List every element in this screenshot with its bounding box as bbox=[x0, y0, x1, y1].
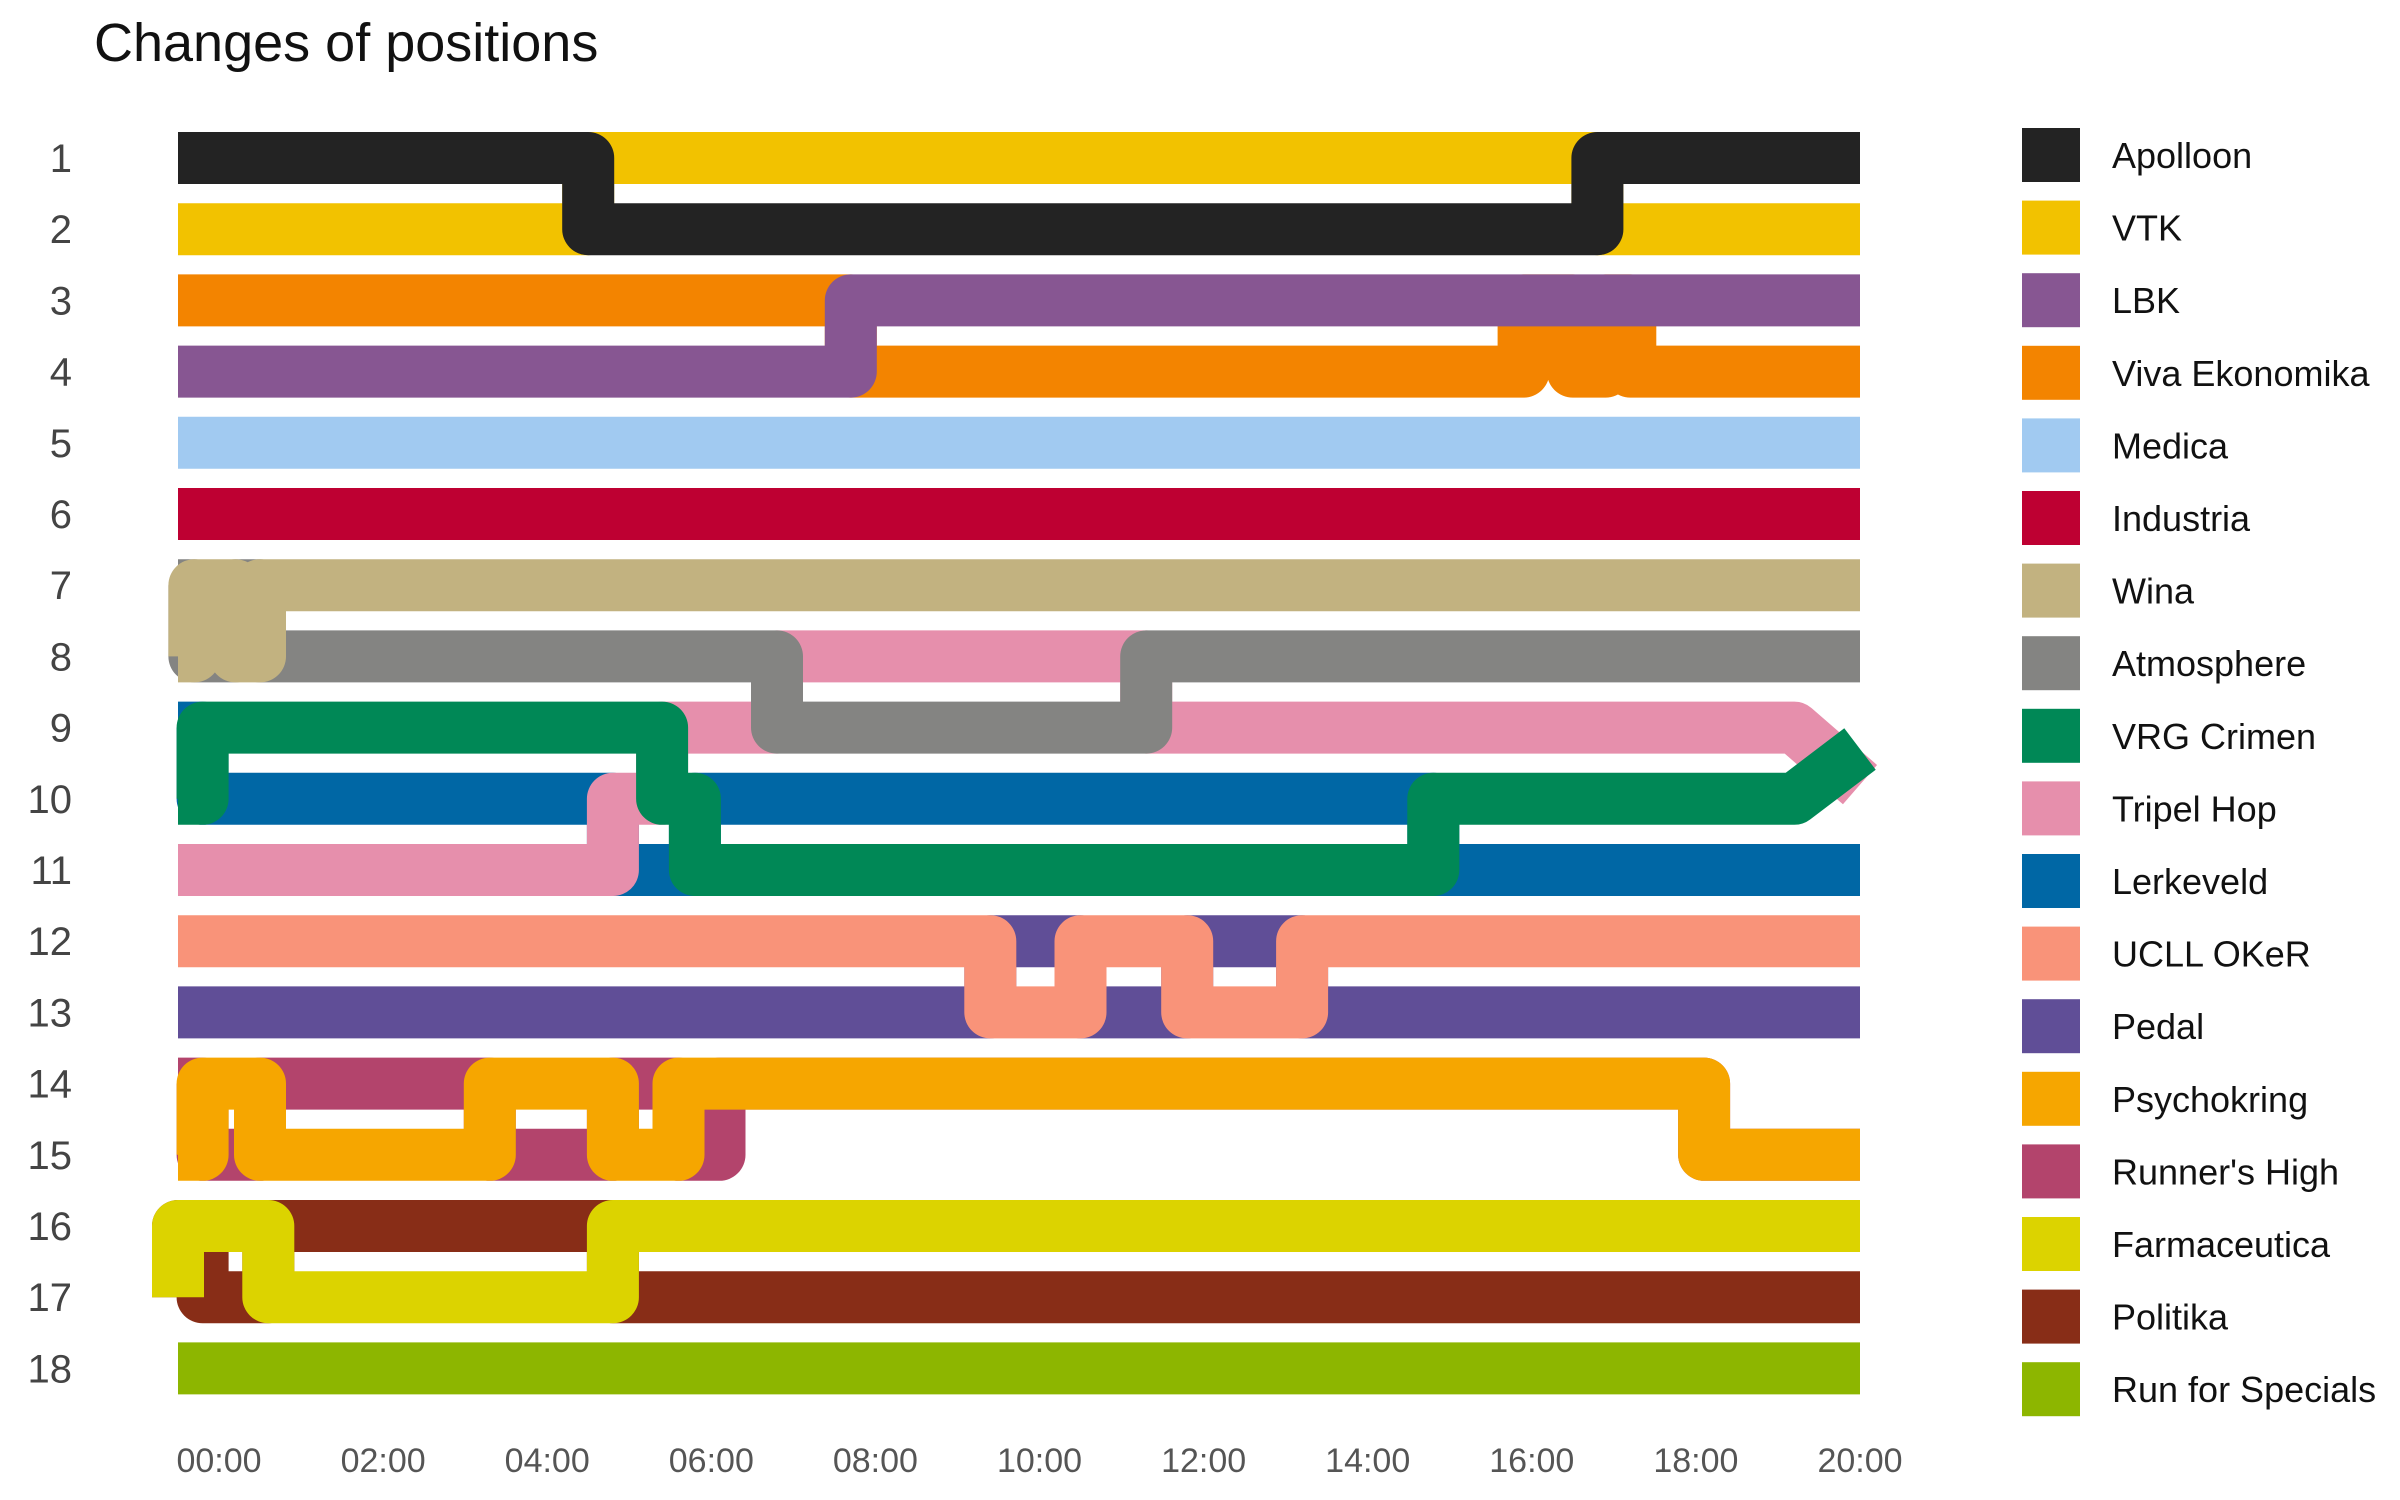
legend-swatch-wina bbox=[2022, 563, 2080, 618]
legend-label-vtk: VTK bbox=[2112, 208, 2182, 249]
series-line-vtk bbox=[178, 132, 1860, 256]
legend-label-tripel-hop: Tripel Hop bbox=[2112, 788, 2277, 829]
legend-swatch-ucll-oker bbox=[2022, 926, 2080, 981]
legend-label-lbk: LBK bbox=[2112, 280, 2180, 321]
y-tick-label: 18 bbox=[28, 1347, 73, 1391]
x-tick-label: 06:00 bbox=[669, 1442, 754, 1480]
x-tick-label: 02:00 bbox=[341, 1442, 426, 1480]
y-tick-label: 13 bbox=[28, 991, 73, 1035]
series-line-psychokring bbox=[176, 1057, 1860, 1181]
legend-label-runner-s-high: Runner's High bbox=[2112, 1151, 2339, 1192]
legend-label-lerkeveld: Lerkeveld bbox=[2112, 861, 2268, 902]
x-tick-label: 14:00 bbox=[1325, 1442, 1410, 1480]
series-line-apolloon bbox=[178, 132, 1860, 256]
series-line-ucll-oker bbox=[178, 915, 1860, 1039]
x-tick-label: 10:00 bbox=[997, 1442, 1082, 1480]
y-tick-label: 3 bbox=[50, 279, 72, 323]
y-tick-label: 6 bbox=[50, 493, 72, 537]
legend-swatch-medica bbox=[2022, 418, 2080, 473]
x-axis: 00:00 02:00 04:00 06:00 08:00 10:00 12:00 14:00… bbox=[176, 1442, 1902, 1480]
legend-label-pedal: Pedal bbox=[2112, 1006, 2204, 1047]
x-tick-label: 04:00 bbox=[505, 1442, 590, 1480]
y-tick-label: 5 bbox=[50, 422, 72, 466]
chart-title: Changes of positions bbox=[94, 13, 599, 73]
x-tick-label: 12:00 bbox=[1161, 1442, 1246, 1480]
legend-swatch-vtk bbox=[2022, 200, 2080, 255]
legend-swatch-lbk bbox=[2022, 273, 2080, 328]
x-tick-label: 16:00 bbox=[1489, 1442, 1574, 1480]
x-tick-label: 08:00 bbox=[833, 1442, 918, 1480]
legend-label-psychokring: Psychokring bbox=[2112, 1079, 2308, 1120]
y-tick-label: 1 bbox=[50, 137, 72, 181]
legend-swatch-runner-s-high bbox=[2022, 1144, 2080, 1199]
legend-swatch-tripel-hop bbox=[2022, 781, 2080, 836]
y-tick-label: 10 bbox=[28, 778, 73, 822]
legend-label-industria: Industria bbox=[2112, 498, 2251, 539]
legend-swatch-lerkeveld bbox=[2022, 854, 2080, 908]
series-line-tripel-hop bbox=[178, 630, 1878, 896]
legend-swatch-viva-ekonomika bbox=[2022, 345, 2080, 400]
y-tick-label: 4 bbox=[50, 351, 72, 395]
legend-swatch-run-for-specials bbox=[2022, 1362, 2080, 1417]
legend-swatch-farmaceutica bbox=[2022, 1217, 2080, 1271]
series-line-wina bbox=[168, 559, 1860, 683]
legend-label-atmosphere: Atmosphere bbox=[2112, 643, 2306, 684]
y-tick-label: 9 bbox=[50, 707, 72, 751]
y-tick-label: 17 bbox=[28, 1276, 73, 1320]
legend-swatch-industria bbox=[2022, 491, 2080, 545]
legend-label-wina: Wina bbox=[2112, 571, 2195, 612]
legend-swatch-vrg-crimen bbox=[2022, 708, 2080, 763]
y-tick-label: 12 bbox=[28, 920, 73, 964]
series-line-lbk bbox=[178, 274, 1860, 398]
legend-swatch-psychokring bbox=[2022, 1071, 2080, 1126]
legend-swatch-apolloon bbox=[2022, 128, 2080, 182]
plot-series bbox=[152, 132, 1878, 1395]
y-tick-label: 8 bbox=[50, 635, 72, 679]
y-tick-label: 15 bbox=[28, 1134, 73, 1178]
legend-label-politika: Politika bbox=[2112, 1297, 2229, 1338]
legend-label-medica: Medica bbox=[2112, 425, 2229, 466]
legend-label-vrg-crimen: VRG Crimen bbox=[2112, 716, 2316, 757]
legend: Apolloon VTK LBK Viva Ekonomika Medica Indust… bbox=[2022, 128, 2376, 1417]
legend-label-ucll-oker: UCLL OKeR bbox=[2112, 934, 2311, 975]
y-tick-label: 2 bbox=[50, 208, 72, 252]
x-tick-label: 18:00 bbox=[1653, 1442, 1738, 1480]
legend-swatch-pedal bbox=[2022, 999, 2080, 1054]
legend-label-viva-ekonomika: Viva Ekonomika bbox=[2112, 353, 2370, 394]
legend-label-run-for-specials: Run for Specials bbox=[2112, 1369, 2376, 1410]
y-tick-label: 7 bbox=[50, 564, 72, 608]
y-tick-label: 16 bbox=[28, 1205, 73, 1249]
y-tick-label: 14 bbox=[28, 1063, 73, 1107]
legend-swatch-atmosphere bbox=[2022, 636, 2080, 691]
x-tick-label: 00:00 bbox=[176, 1442, 261, 1480]
y-tick-label: 11 bbox=[30, 849, 72, 893]
legend-swatch-politika bbox=[2022, 1289, 2080, 1344]
series-line-vrg-crimen bbox=[176, 701, 1876, 896]
legend-label-apolloon: Apolloon bbox=[2112, 135, 2252, 176]
x-tick-label: 20:00 bbox=[1817, 1442, 1902, 1480]
series-line-farmaceutica bbox=[152, 1200, 1860, 1324]
legend-label-farmaceutica: Farmaceutica bbox=[2112, 1224, 2331, 1265]
